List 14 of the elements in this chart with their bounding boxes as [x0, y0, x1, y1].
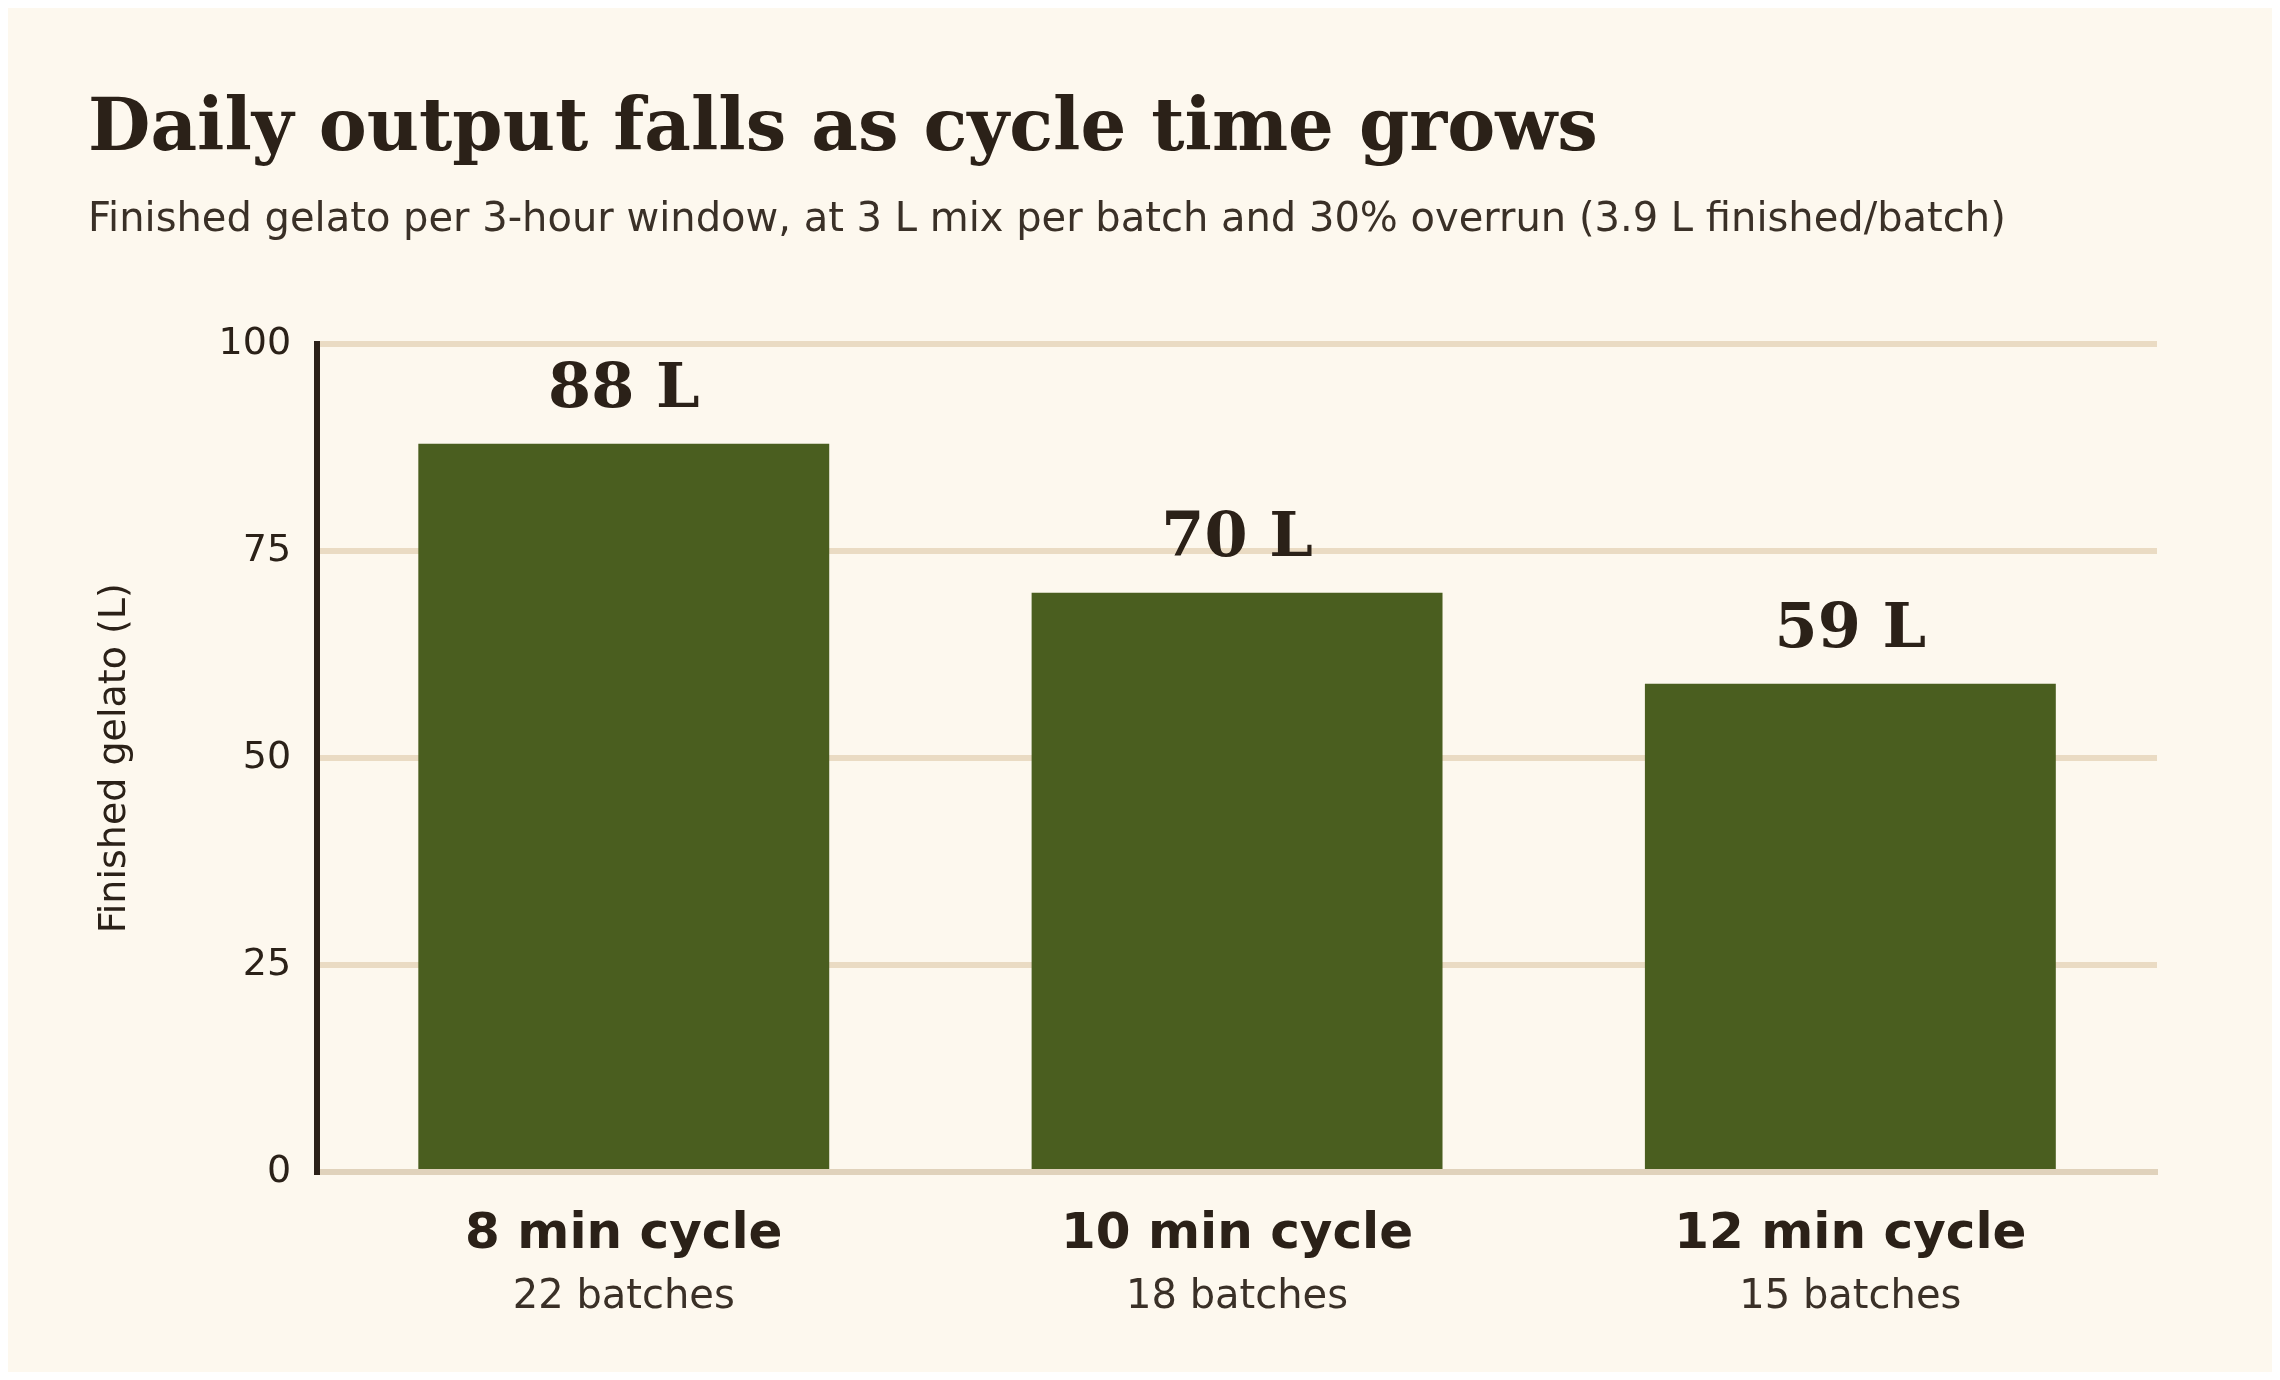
y-tick-label: 50	[242, 733, 292, 778]
y-tick-label: 75	[242, 526, 292, 571]
data-label: 59 L	[1774, 588, 1927, 662]
y-axis-title: Finished gelato (L)	[89, 583, 134, 934]
x-tick-label: 12 min cycle 15 batches	[1674, 1201, 2027, 1318]
x-tick-label: 10 min cycle 18 batches	[1060, 1201, 1414, 1318]
chart-title: Daily output falls as cycle time grows	[88, 81, 1598, 167]
data-label: 70 L	[1161, 497, 1313, 571]
chart-subtitle: Finished gelato per 3-hour window, at 3 L mix per batch and 30% overrun (3.9 L finished/batch)	[88, 193, 2006, 240]
y-tick-label: 25	[242, 939, 292, 984]
x-tick-label: 8 min cycle 22 batches	[465, 1201, 783, 1318]
y-tick-label: 0	[266, 1146, 292, 1191]
data-label: 88 L	[548, 348, 700, 422]
y-tick-label: 100	[218, 319, 292, 364]
